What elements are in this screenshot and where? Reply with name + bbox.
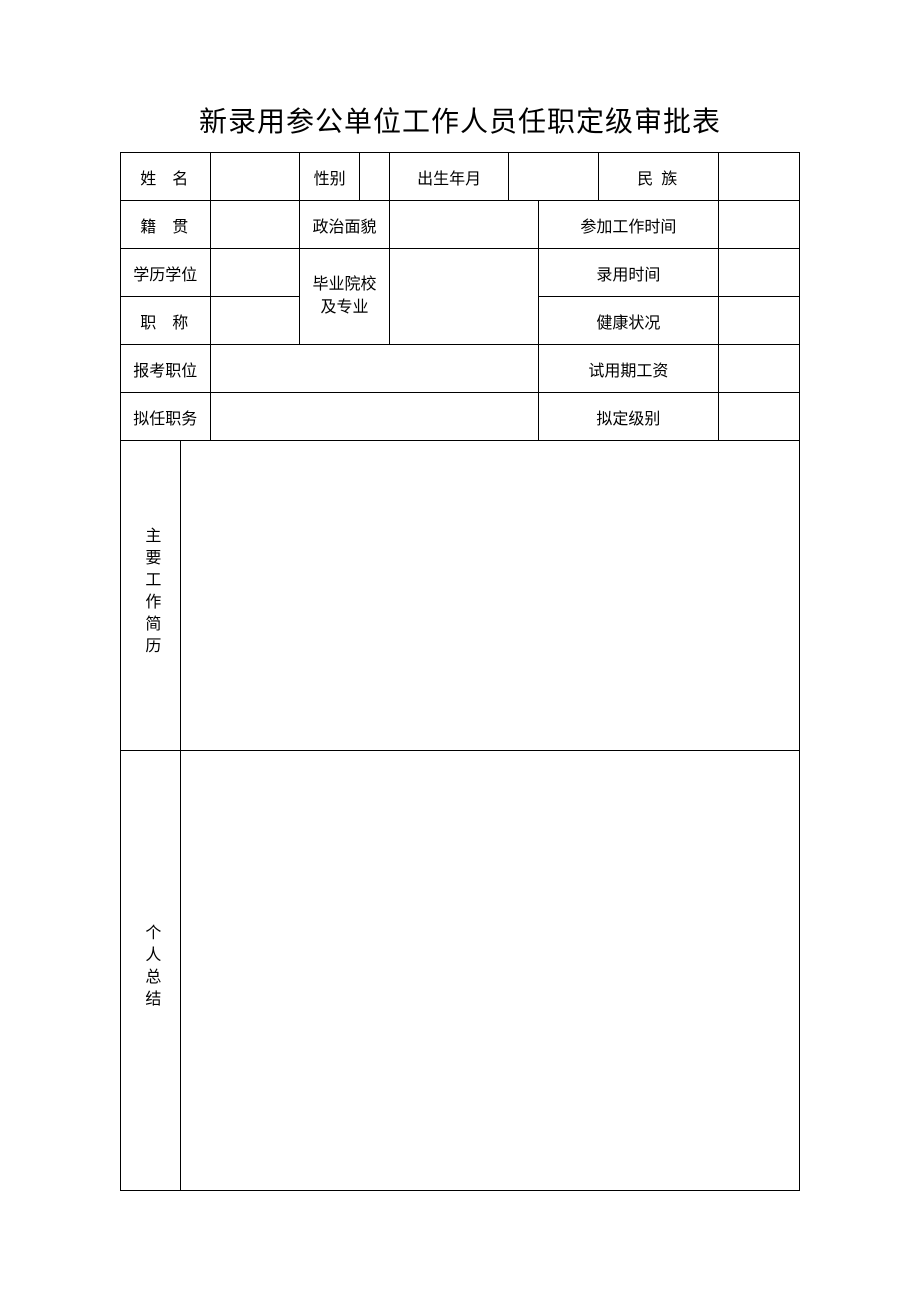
value-trial-salary: [718, 345, 800, 393]
value-name: [210, 153, 300, 201]
label-school-major-line2: 及专业: [321, 299, 369, 316]
value-birth: [509, 153, 599, 201]
value-edu-degree: [210, 249, 300, 297]
value-school-major: [389, 249, 538, 345]
label-proposed-post: 拟任职务: [121, 393, 211, 441]
label-birth: 出生年月: [389, 153, 509, 201]
label-nation: 民族: [599, 153, 719, 201]
value-work-start: [718, 201, 800, 249]
label-trial-salary: 试用期工资: [539, 345, 718, 393]
value-political: [389, 201, 538, 249]
label-personal-summary: 个人总结: [121, 751, 181, 1191]
label-health: 健康状况: [539, 297, 718, 345]
label-work-resume-text: 主要工作简历: [138, 527, 162, 659]
value-proposed-post: [210, 393, 539, 441]
label-school-major: 毕业院校 及专业: [300, 249, 390, 345]
label-work-resume: 主要工作简历: [121, 441, 181, 751]
value-personal-summary: [180, 751, 799, 1191]
label-edu-degree: 学历学位: [121, 249, 211, 297]
label-native-place: 籍贯: [121, 201, 211, 249]
value-gender: [360, 153, 390, 201]
value-apply-position: [210, 345, 539, 393]
value-native-place: [210, 201, 300, 249]
label-apply-position: 报考职位: [121, 345, 211, 393]
label-name: 姓名: [121, 153, 211, 201]
label-hire-time: 录用时间: [539, 249, 718, 297]
label-personal-summary-text: 个人总结: [138, 924, 162, 1012]
approval-form-table: 姓名 性别 出生年月 民族 籍贯 政治面貌 参加工作时间 学历学位 毕业院校 及…: [120, 152, 800, 1191]
label-title-pro: 职称: [121, 297, 211, 345]
label-proposed-level: 拟定级别: [539, 393, 718, 441]
label-political: 政治面貌: [300, 201, 390, 249]
label-school-major-line1: 毕业院校: [313, 276, 377, 293]
value-title-pro: [210, 297, 300, 345]
value-proposed-level: [718, 393, 800, 441]
value-nation: [718, 153, 800, 201]
value-work-resume: [180, 441, 799, 751]
label-gender: 性别: [300, 153, 360, 201]
value-health: [718, 297, 800, 345]
form-title: 新录用参公单位工作人员任职定级审批表: [120, 100, 800, 140]
label-work-start: 参加工作时间: [539, 201, 718, 249]
value-hire-time: [718, 249, 800, 297]
